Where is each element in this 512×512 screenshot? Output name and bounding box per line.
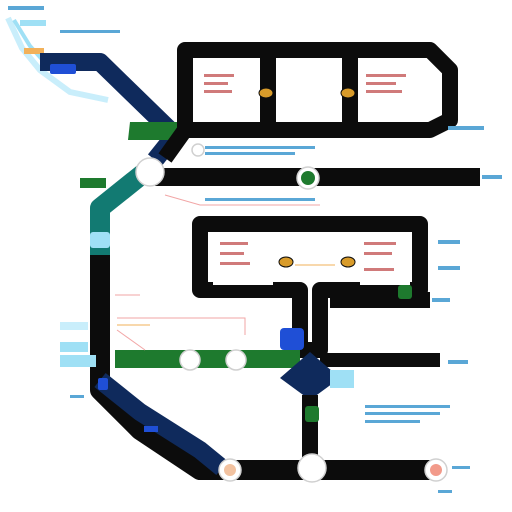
navy-line-upper [40,53,184,166]
green-platform [115,350,300,368]
text-marks [8,6,502,493]
station-node-icon[interactable] [135,157,165,187]
pad-left-1[interactable] [60,322,88,330]
orange-connectors [117,264,335,326]
signal-icon [301,171,315,185]
pink-connectors [115,194,320,351]
station-node-icon[interactable] [179,349,201,371]
coin-markers[interactable] [258,87,356,268]
green-badge-left[interactable] [80,178,106,188]
track-west [90,255,440,480]
badge-icon[interactable] [305,406,319,422]
station-node-icon[interactable] [297,453,327,483]
badge-icon[interactable] [398,285,412,299]
panel-top-2 [279,64,337,118]
station-node-icon[interactable] [191,143,205,157]
badge-icon[interactable] [144,426,158,432]
panel-text-marks [204,74,406,271]
pad-left-2[interactable] [60,342,88,352]
junction-highlight [330,370,354,388]
keycard-icon[interactable] [90,232,110,248]
pad-left-3[interactable] [60,355,96,367]
panel-mid-2 [298,235,338,277]
green-station-block [128,122,185,140]
pin-icon [224,464,236,476]
junction-diamond [280,352,340,400]
navy-line-lower [94,372,228,475]
chip-icon[interactable] [280,328,304,350]
track-middle-loop [192,216,428,358]
pin-icon [430,464,442,476]
badge-icon[interactable] [98,378,108,390]
navy-badge[interactable] [50,64,76,74]
track-top-loop [158,42,458,163]
station-node-icon[interactable] [225,349,247,371]
